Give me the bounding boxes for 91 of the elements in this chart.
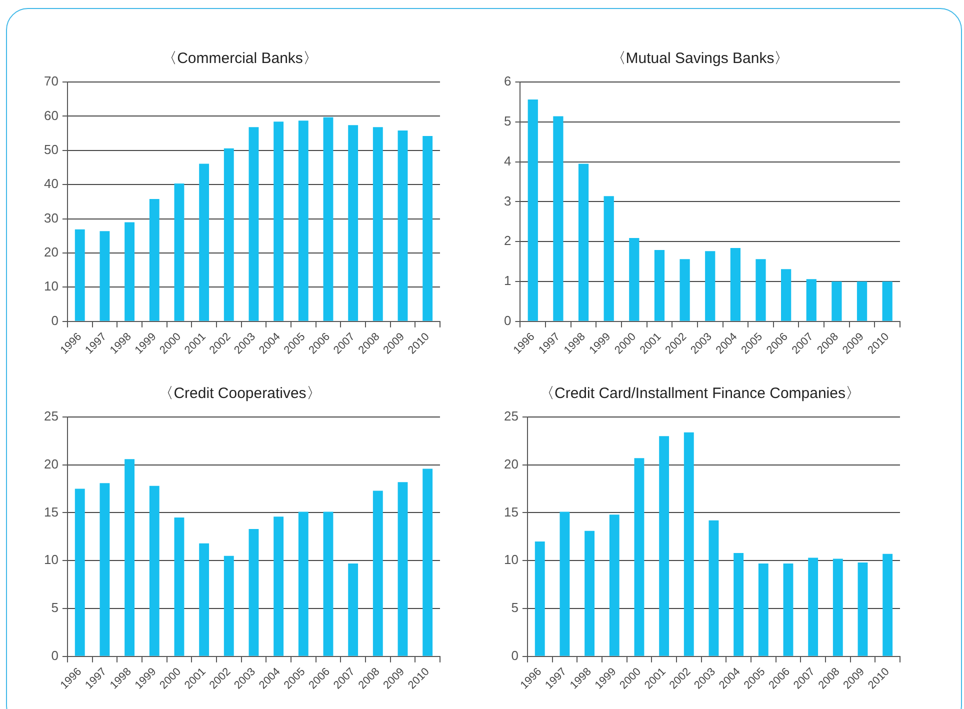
bar <box>806 279 816 321</box>
bar <box>124 459 135 656</box>
bar <box>758 563 768 656</box>
bar <box>604 196 614 321</box>
y-tick-label: 40 <box>44 176 58 192</box>
bar <box>528 100 538 321</box>
bar <box>298 512 308 656</box>
y-tick-label: 50 <box>44 142 58 157</box>
y-tick-label: 20 <box>504 456 518 472</box>
bar <box>174 184 184 321</box>
bar <box>149 486 160 656</box>
bar <box>560 512 570 656</box>
bar <box>422 468 433 656</box>
chart-title: 〈Mutual Savings Banks〉 <box>610 50 790 68</box>
bar <box>882 554 893 656</box>
bar <box>680 259 690 321</box>
bar <box>298 120 308 321</box>
y-tick-label: 25 <box>44 408 58 424</box>
y-tick-label: 5 <box>511 600 518 616</box>
bar <box>398 130 408 321</box>
bar <box>398 482 408 656</box>
y-tick-label: 10 <box>504 552 518 568</box>
bar <box>584 530 595 656</box>
y-tick-label: 3 <box>504 193 512 208</box>
y-tick-label: 2 <box>504 233 512 248</box>
y-tick-label: 25 <box>504 408 518 424</box>
y-tick-label: 5 <box>51 600 58 616</box>
bar <box>808 558 818 656</box>
bar <box>553 116 564 321</box>
y-tick-label: 10 <box>44 552 58 568</box>
bar <box>882 281 892 321</box>
chart-title: 〈Credit Card/Installment Finance Companies〉 <box>540 385 860 402</box>
bar <box>199 543 210 656</box>
y-tick-label: 70 <box>44 74 58 89</box>
y-tick-label: 0 <box>511 648 518 663</box>
y-tick-label: 1 <box>504 273 512 288</box>
bar <box>149 198 160 321</box>
bar <box>684 432 694 656</box>
bar <box>348 125 358 321</box>
y-tick-label: 20 <box>44 244 58 260</box>
bar <box>705 251 716 321</box>
y-tick-label: 60 <box>44 108 58 123</box>
bar <box>578 164 589 321</box>
bar <box>832 558 843 656</box>
y-tick-label: 15 <box>44 504 58 520</box>
bar <box>422 136 433 321</box>
y-tick-label: 20 <box>44 456 58 472</box>
bar <box>372 127 383 321</box>
bar <box>858 562 868 656</box>
bar <box>323 512 334 656</box>
bar <box>781 269 792 321</box>
bar <box>274 122 284 321</box>
bar <box>224 556 234 656</box>
y-tick-label: 30 <box>44 210 58 226</box>
y-tick-label: 0 <box>51 312 58 328</box>
bar <box>708 520 719 656</box>
bar <box>734 552 744 656</box>
bar <box>323 117 334 321</box>
bar <box>783 563 794 656</box>
bar <box>274 516 284 656</box>
bar <box>609 514 620 656</box>
bar <box>100 483 110 656</box>
bar <box>629 238 640 321</box>
y-tick-label: 0 <box>51 648 58 663</box>
bar <box>74 488 85 656</box>
bar <box>372 490 383 656</box>
bar <box>832 281 842 321</box>
bar <box>730 248 740 321</box>
bar <box>248 529 259 656</box>
y-tick-label: 0 <box>504 312 512 328</box>
y-tick-label: 15 <box>504 504 518 520</box>
bar <box>224 148 234 321</box>
bar <box>534 541 545 656</box>
y-tick-label: 10 <box>44 278 58 294</box>
bar <box>248 127 259 321</box>
bar <box>856 281 868 321</box>
y-tick-label: 6 <box>504 74 512 89</box>
bar <box>174 518 184 656</box>
bar <box>659 436 670 656</box>
bar <box>74 229 85 321</box>
bar <box>348 563 358 656</box>
bar <box>654 250 665 321</box>
chart-title: 〈Credit Cooperatives〉 <box>158 385 322 402</box>
chart-title: 〈Commercial Banks〉 <box>162 50 318 68</box>
bar <box>199 164 210 321</box>
bar <box>124 222 135 321</box>
y-tick-label: 5 <box>504 113 512 128</box>
bar <box>100 231 110 321</box>
bar <box>634 458 644 656</box>
bar <box>756 259 766 321</box>
y-tick-label: 4 <box>504 153 512 168</box>
